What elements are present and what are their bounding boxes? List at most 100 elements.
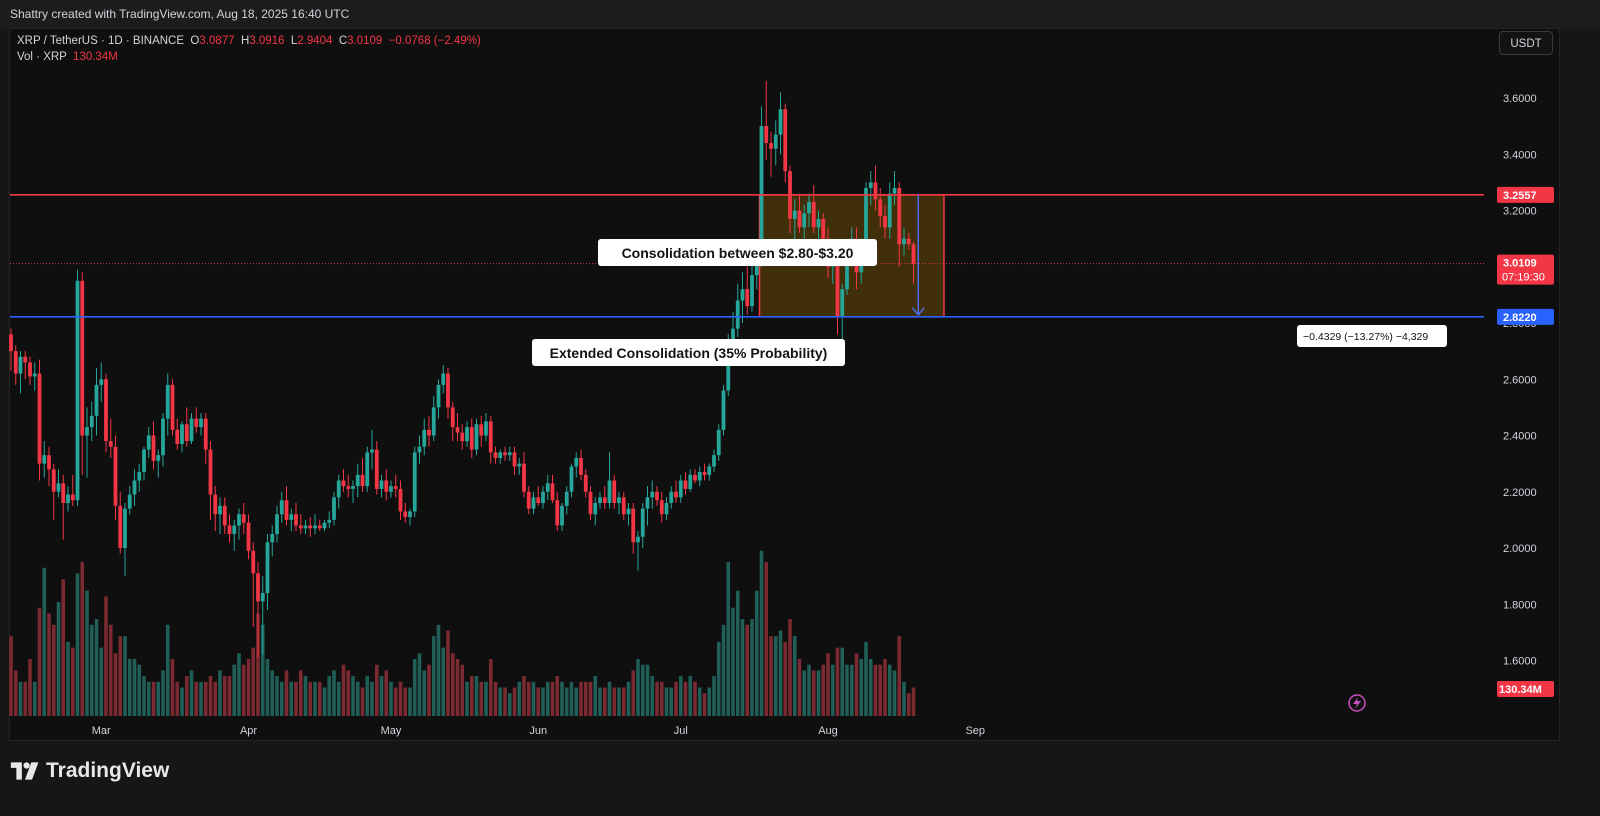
volume-bar bbox=[322, 687, 327, 716]
volume-bar bbox=[431, 636, 436, 716]
candle-body bbox=[773, 134, 778, 149]
callout-box bbox=[598, 239, 877, 266]
candle-body bbox=[441, 373, 446, 385]
y-tick-label: 3.6000 bbox=[1503, 93, 1537, 105]
volume-bar bbox=[360, 687, 365, 716]
volume-bar bbox=[246, 659, 251, 716]
volume-bar bbox=[227, 676, 232, 716]
support-price-tag bbox=[1497, 308, 1554, 325]
candle-body bbox=[104, 379, 108, 442]
callout-box bbox=[532, 339, 845, 366]
candle-body bbox=[294, 514, 298, 526]
volume-bar bbox=[712, 676, 716, 716]
volume-bar bbox=[598, 687, 602, 716]
volume-bar bbox=[503, 687, 507, 716]
candle-body bbox=[417, 446, 422, 453]
volume-bar bbox=[251, 647, 256, 716]
volume-bar bbox=[811, 670, 816, 716]
candle-body bbox=[484, 421, 488, 436]
volume-bar bbox=[835, 647, 840, 716]
volume-bar bbox=[788, 619, 792, 716]
candle-body bbox=[878, 199, 883, 217]
candle-body bbox=[75, 280, 80, 501]
candle-body bbox=[251, 550, 256, 574]
y-tick-label: 2.6000 bbox=[1503, 374, 1537, 386]
candle-body bbox=[545, 483, 550, 492]
volume-bar bbox=[531, 681, 536, 716]
candle-body bbox=[526, 491, 531, 509]
candle-body bbox=[640, 508, 645, 537]
candle-body bbox=[422, 429, 427, 447]
volume-bar bbox=[854, 653, 859, 716]
y-tick-label: 2.4000 bbox=[1503, 431, 1537, 443]
y-tick-label: 2.0000 bbox=[1503, 543, 1537, 555]
volume-bar bbox=[517, 681, 522, 716]
volume-bar bbox=[94, 619, 99, 716]
candle-body bbox=[560, 505, 564, 526]
volume-bar bbox=[731, 607, 735, 716]
candle-body bbox=[712, 455, 716, 467]
candle-body bbox=[9, 334, 13, 352]
volume-bar bbox=[222, 676, 227, 716]
volume-bar bbox=[906, 693, 911, 716]
volume-bar bbox=[707, 687, 712, 716]
currency-button[interactable]: USDT bbox=[1499, 31, 1553, 55]
candle-body bbox=[617, 497, 621, 503]
last-price-label: 3.0109 bbox=[1503, 258, 1537, 270]
legend-high-label: H bbox=[240, 35, 250, 47]
volume-bar bbox=[802, 670, 807, 716]
candle-body bbox=[222, 505, 227, 526]
candle-body bbox=[180, 424, 184, 444]
volume-bar bbox=[735, 590, 740, 716]
candle-body bbox=[436, 384, 441, 408]
volume-bar bbox=[270, 670, 275, 716]
volume-bar bbox=[9, 636, 13, 716]
candle-body bbox=[408, 511, 412, 518]
candle-body bbox=[227, 525, 232, 534]
price-axis: 3.60003.40003.20003.00002.80002.60002.40… bbox=[1497, 93, 1554, 697]
volume-bar bbox=[821, 664, 826, 716]
candle-body bbox=[113, 446, 118, 506]
volume-bar bbox=[70, 647, 75, 716]
candle-body bbox=[360, 474, 365, 487]
volume-bar bbox=[593, 676, 598, 716]
candle-body bbox=[531, 497, 536, 509]
candle-body bbox=[593, 503, 598, 515]
volume-bar bbox=[640, 664, 645, 716]
candle-body bbox=[655, 491, 659, 501]
candle-body bbox=[275, 514, 279, 534]
volume-bar bbox=[769, 636, 773, 716]
volume-bar bbox=[522, 676, 526, 716]
volume-bar bbox=[759, 550, 764, 716]
candle-body bbox=[184, 424, 189, 442]
measure-arrow-head bbox=[911, 307, 925, 316]
candle-body bbox=[503, 452, 507, 456]
volume-bar bbox=[479, 681, 484, 716]
candle-body bbox=[802, 213, 807, 228]
volume-bar bbox=[332, 670, 336, 716]
candle-body bbox=[517, 463, 522, 467]
volume-bar bbox=[878, 664, 883, 716]
volume-bar bbox=[849, 664, 854, 716]
volume-bar bbox=[104, 596, 108, 716]
volume-bar bbox=[142, 676, 146, 716]
volume-bar bbox=[203, 681, 208, 716]
volume-bar bbox=[579, 681, 583, 716]
volume-bar bbox=[526, 681, 531, 716]
candle-body bbox=[735, 300, 740, 329]
tradingview-logo[interactable]: TradingView bbox=[10, 759, 169, 783]
volume-bar bbox=[37, 607, 42, 716]
support-price-label: 2.8220 bbox=[1503, 312, 1537, 324]
candle-body bbox=[365, 452, 370, 487]
volume-bar bbox=[726, 562, 731, 716]
candle-body bbox=[721, 390, 726, 430]
y-tick-label: 3.4000 bbox=[1503, 149, 1537, 161]
candle-body bbox=[778, 109, 783, 135]
volume-bar bbox=[550, 681, 555, 716]
time-axis: Mar Apr May Jun Jul Aug Sep bbox=[92, 725, 985, 737]
volume-bar bbox=[674, 681, 678, 716]
volume-bar bbox=[792, 636, 797, 716]
candle-body bbox=[607, 480, 612, 503]
x-tick-label: Jun bbox=[529, 725, 547, 737]
